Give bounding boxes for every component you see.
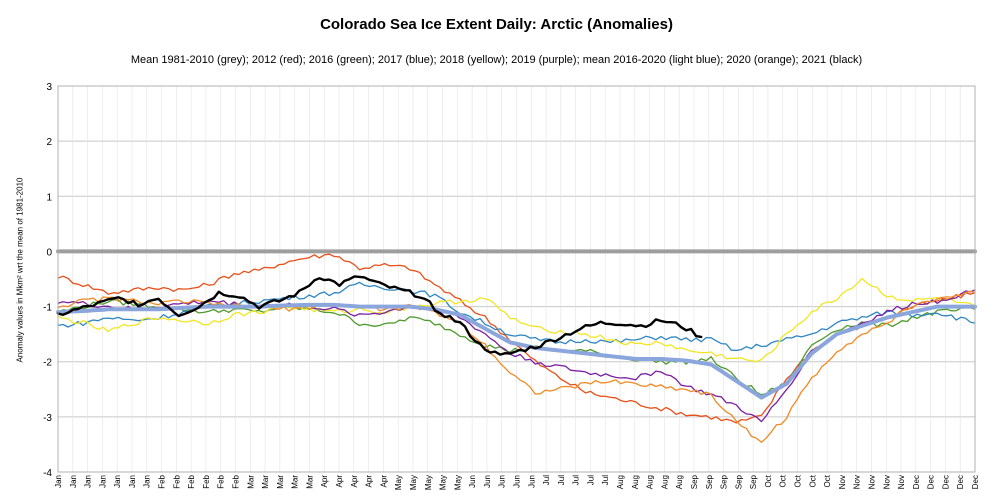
x-tick-label: Oct bbox=[794, 474, 803, 487]
x-tick-label: May bbox=[453, 475, 462, 490]
x-tick-label: Jan bbox=[69, 475, 78, 488]
x-tick-label: Jun bbox=[498, 475, 507, 488]
x-tick-label: Mar bbox=[291, 475, 300, 489]
x-tick-label: Dec bbox=[912, 475, 921, 489]
x-tick-label: Oct bbox=[779, 474, 788, 487]
x-tick-label: Jul bbox=[542, 475, 551, 485]
x-tick-label: Mar bbox=[246, 475, 255, 489]
x-tick-label: Feb bbox=[231, 474, 240, 488]
x-tick-label: Jul bbox=[557, 475, 566, 485]
x-tick-label: Apr bbox=[335, 475, 344, 488]
series-line-2020 bbox=[57, 290, 976, 443]
x-tick-label: Jul bbox=[586, 475, 595, 485]
x-tick-label: Jun bbox=[527, 475, 536, 488]
x-tick-label: Mar bbox=[276, 475, 285, 489]
series-layer bbox=[56, 249, 977, 443]
x-tick-label: Nov bbox=[867, 475, 876, 489]
y-tick-label: -2 bbox=[43, 358, 52, 369]
x-tick-label: Jan bbox=[143, 475, 152, 488]
chart-title: Colorado Sea Ice Extent Daily: Arctic (A… bbox=[320, 16, 673, 33]
x-tick-label: Nov bbox=[882, 475, 891, 489]
x-tick-label: Oct bbox=[823, 474, 832, 487]
x-tick-label: Sep bbox=[705, 474, 714, 489]
y-tick-label: -3 bbox=[43, 413, 52, 424]
x-tick-label: Aug bbox=[646, 475, 655, 489]
x-tick-label: Sep bbox=[720, 474, 729, 489]
x-tick-label: Oct bbox=[808, 474, 817, 487]
x-tick-label: Jun bbox=[483, 475, 492, 488]
x-tick-label: Jul bbox=[572, 475, 581, 485]
x-tick-label: Feb bbox=[202, 474, 211, 488]
x-tick-label: Jul bbox=[601, 475, 610, 485]
y-tick-label: -4 bbox=[43, 468, 52, 479]
x-tick-label: Jun bbox=[513, 475, 522, 488]
x-tick-label: Feb bbox=[158, 474, 167, 488]
x-tick-label: Mar bbox=[305, 475, 314, 489]
series-line-mean-2016-2020 bbox=[56, 302, 977, 400]
x-tick-label: Sep bbox=[734, 474, 743, 489]
x-tick-label: Aug bbox=[660, 475, 669, 489]
y-tick-label: 0 bbox=[46, 247, 52, 258]
x-tick-label: Aug bbox=[675, 475, 684, 489]
x-tick-label: Nov bbox=[853, 475, 862, 489]
x-tick-label: Jan bbox=[98, 475, 107, 488]
x-tick-label: Oct bbox=[764, 474, 773, 487]
x-tick-label: Sep bbox=[749, 474, 758, 489]
x-tick-label: Jan bbox=[113, 475, 122, 488]
x-tick-label: Jan bbox=[84, 475, 93, 488]
x-tick-label: May bbox=[409, 475, 418, 490]
x-tick-label: Nov bbox=[897, 475, 906, 489]
chart-subtitle: Mean 1981-2010 (grey); 2012 (red); 2016 … bbox=[130, 54, 863, 66]
x-tick-label: Apr bbox=[350, 475, 359, 488]
x-tick-label: Dec bbox=[956, 475, 965, 489]
x-tick-label: Sep bbox=[690, 474, 699, 489]
y-tick-label: 1 bbox=[46, 192, 52, 203]
series-line-2021 bbox=[56, 275, 703, 356]
y-tick-label: 3 bbox=[46, 82, 52, 93]
plot-frame bbox=[57, 85, 976, 473]
x-tick-label: Jan bbox=[54, 475, 63, 488]
x-tick-label: Aug bbox=[616, 475, 625, 489]
y-tick-label: -1 bbox=[43, 303, 52, 314]
x-tick-label: Mar bbox=[261, 475, 270, 489]
x-tick-label: May bbox=[394, 475, 403, 490]
x-tick-label: Apr bbox=[379, 475, 388, 488]
y-tick-label: 2 bbox=[46, 137, 52, 148]
x-tick-label: Feb bbox=[172, 474, 181, 488]
x-tick-label: Jun bbox=[468, 475, 477, 488]
x-tick-label: May bbox=[424, 475, 433, 490]
x-tick-label: Dec bbox=[941, 475, 950, 489]
x-tick-label: Dec bbox=[971, 475, 980, 489]
x-tick-label: Dec bbox=[927, 475, 936, 489]
series-line-2017 bbox=[57, 281, 976, 352]
x-tick-label: Nov bbox=[838, 475, 847, 489]
x-tick-label: Aug bbox=[631, 475, 640, 489]
x-tick-label: Feb bbox=[217, 474, 226, 488]
x-tick-label: Apr bbox=[320, 475, 329, 488]
grid-layer bbox=[57, 85, 976, 473]
x-tick-label: May bbox=[439, 475, 448, 490]
x-tick-label: Feb bbox=[187, 474, 196, 488]
x-tick-label: Jan bbox=[128, 475, 137, 488]
series-line-2018 bbox=[57, 277, 976, 363]
x-tick-label: Apr bbox=[365, 475, 374, 488]
